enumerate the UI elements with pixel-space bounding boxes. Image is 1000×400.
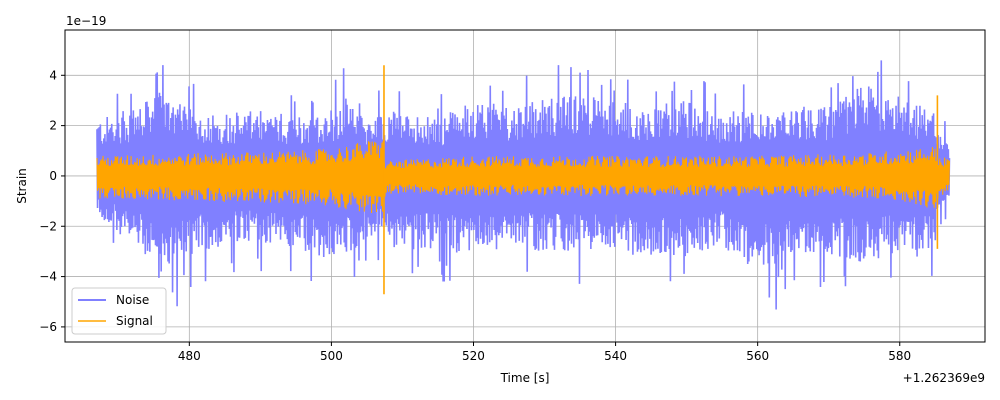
y-tick-label: 0 <box>49 169 57 183</box>
legend: Noise Signal <box>71 287 167 335</box>
y-axis-ticks: −6 −4 −2 0 2 4 <box>39 68 65 334</box>
y-tick-label: −2 <box>39 219 57 233</box>
y-tick-label: −6 <box>39 320 57 334</box>
x-tick-label: 540 <box>604 349 627 363</box>
x-tick-label: 580 <box>888 349 911 363</box>
legend-label-noise: Noise <box>116 293 149 307</box>
noise-series <box>96 60 951 310</box>
y-axis-label: Strain <box>15 168 29 204</box>
y-tick-label: 2 <box>49 119 57 133</box>
y-tick-label: −4 <box>39 270 57 284</box>
x-axis-ticks: 480 500 520 540 560 580 <box>178 342 911 363</box>
x-tick-label: 520 <box>462 349 485 363</box>
x-tick-label: 480 <box>178 349 201 363</box>
x-tick-label: 560 <box>746 349 769 363</box>
signal-series <box>96 141 951 214</box>
plot-frame <box>64 29 986 343</box>
y-tick-label: 4 <box>49 68 57 82</box>
x-offset-label: +1.262369e9 <box>903 371 985 385</box>
legend-label-signal: Signal <box>116 314 153 328</box>
x-tick-label: 500 <box>320 349 343 363</box>
series-layer <box>96 60 951 310</box>
y-exponent-label: 1e−19 <box>66 14 106 28</box>
x-axis-label: Time [s] <box>500 371 550 385</box>
